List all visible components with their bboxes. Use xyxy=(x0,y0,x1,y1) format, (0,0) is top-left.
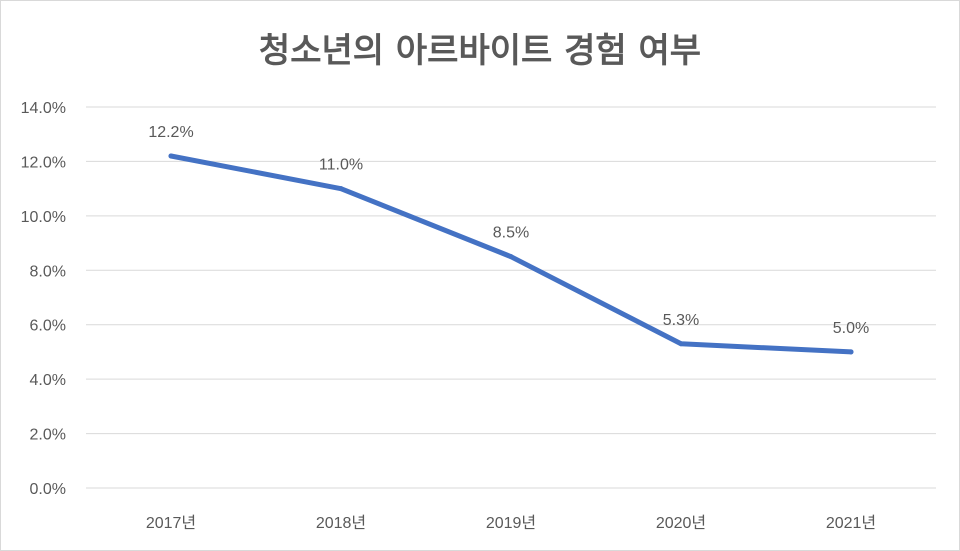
y-tick-label: 4.0% xyxy=(30,372,66,389)
data-label: 5.3% xyxy=(663,312,699,329)
y-tick-label: 8.0% xyxy=(30,263,66,280)
data-label: 8.5% xyxy=(493,225,529,242)
y-tick-label: 14.0% xyxy=(21,100,66,117)
data-label: 12.2% xyxy=(148,124,193,141)
data-point xyxy=(678,341,684,347)
data-label: 5.0% xyxy=(833,320,869,337)
x-tick-label: 2018년 xyxy=(316,514,366,532)
x-tick-label: 2019년 xyxy=(486,514,536,532)
data-point xyxy=(848,349,854,355)
data-label: 11.0% xyxy=(319,157,363,174)
data-point xyxy=(508,254,514,260)
x-tick-label: 2017년 xyxy=(146,514,196,532)
x-tick-label: 2020년 xyxy=(656,514,706,532)
chart-title: 청소년의 아르바이트 경험 여부 xyxy=(258,31,702,71)
y-tick-label: 10.0% xyxy=(21,209,66,226)
data-point xyxy=(338,186,344,192)
y-tick-label: 6.0% xyxy=(30,318,66,335)
series-line xyxy=(168,153,854,355)
data-point xyxy=(168,153,174,159)
y-tick-label: 0.0% xyxy=(30,481,66,498)
x-tick-label: 2021년 xyxy=(826,514,876,532)
y-tick-label: 12.0% xyxy=(21,154,66,171)
y-tick-label: 2.0% xyxy=(30,427,66,444)
